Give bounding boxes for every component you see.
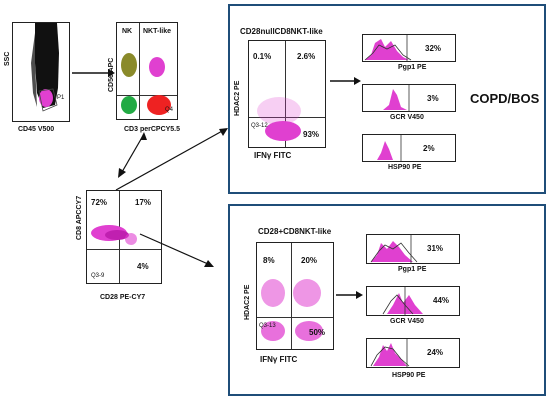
cd56-axis-label: CD56 APC <box>108 57 115 92</box>
top-hdac2-axis-label: HDAC2 PE <box>234 80 241 116</box>
bottom-q-lr: 50% <box>309 328 326 337</box>
top-q-ur: 2.6% <box>297 52 316 61</box>
q4-tag: Q4 <box>165 107 174 113</box>
top-hist-pgp1: 32% <box>362 34 456 62</box>
arrow-gate-1 <box>72 69 115 77</box>
cd8-cd28-plot: 72% 17% 4% Q3-9 <box>86 190 162 284</box>
ssc-cd45-plot: P1 <box>12 22 70 122</box>
bottom-hdac2-ifng-plot: 8% 20% 50% Q3-13 <box>256 242 334 350</box>
cd8-q-lr: 4% <box>137 262 149 271</box>
bottom-hist-hsp90: 24% <box>366 338 460 368</box>
top-q-ll-tag: Q3-12 <box>251 123 268 129</box>
top-hist-pgp1-label: Pgp1 PE <box>398 64 427 71</box>
top-panel-cd28null: CD28nullCD8NKT-like HDAC2 PE 0.1% 2.6% 9… <box>228 4 546 194</box>
nktlike-gate-label: NKT-like <box>143 28 172 35</box>
bottom-hdac2-scatter <box>261 279 323 341</box>
p1-gate-label: P1 <box>57 95 65 101</box>
bottom-panel-title: CD28+CD8NKT-like <box>258 227 332 236</box>
cd8-cd28-scatter <box>91 225 137 245</box>
arrow-gate-2 <box>118 132 147 178</box>
bottom-panel-cd28pos: CD28+CD8NKT-like HDAC2 PE 8% 20% 50% Q3-… <box>228 204 546 396</box>
bottom-q-ul: 8% <box>263 256 275 265</box>
cd56-cd3-plot: NK NKT-like Q4 <box>116 22 178 120</box>
ssc-cd45-scatter <box>31 23 59 112</box>
cd56-cd3-scatter <box>121 53 171 115</box>
bottom-hdac2-axis-label: HDAC2 PE <box>244 284 251 320</box>
top-hist-gcr: 3% <box>362 84 456 112</box>
bottom-q-ur: 20% <box>301 256 318 265</box>
bottom-arrow-hist <box>336 291 363 299</box>
bottom-q-ll-tag: Q3-13 <box>259 323 276 329</box>
cd8-q-ur: 17% <box>135 198 152 207</box>
top-q-ul: 0.1% <box>253 52 272 61</box>
cd3-axis-label: CD3 perCPCY5.5 <box>124 126 181 133</box>
cd8-q-ul: 72% <box>91 198 108 207</box>
top-hist-gcr-pct: 3% <box>427 94 439 103</box>
cd8-axis-label: CD8 APCCY7 <box>76 195 83 240</box>
top-q-lr: 93% <box>303 130 320 139</box>
bottom-hist-pgp1: 31% <box>366 234 460 264</box>
copd-bos-label: COPD/BOS <box>470 91 540 106</box>
cd8-q-ll-tag: Q3-9 <box>91 273 105 279</box>
bottom-hist-hsp90-pct: 24% <box>427 348 444 357</box>
top-hist-pgp1-pct: 32% <box>425 44 442 53</box>
cd28-axis-label: CD28 PE-CY7 <box>100 294 146 301</box>
ssc-axis-label: SSC <box>4 51 11 66</box>
bottom-hist-gcr-label: GCR V450 <box>390 318 424 325</box>
bottom-ifng-axis-label: IFNγ FITC <box>260 355 298 364</box>
top-ifng-axis-label: IFNγ FITC <box>254 151 292 160</box>
top-hdac2-scatter <box>257 97 301 141</box>
top-arrow-hist <box>330 77 361 85</box>
nk-gate-label: NK <box>122 28 133 35</box>
bottom-hist-gcr: 44% <box>366 286 460 316</box>
top-panel-title: CD28nullCD8NKT-like <box>240 27 323 36</box>
cd45-axis-label: CD45 V500 <box>18 126 55 133</box>
top-hist-hsp90-pct: 2% <box>423 144 435 153</box>
top-hdac2-ifng-plot: 0.1% 2.6% 93% Q3-12 <box>248 40 326 148</box>
bottom-hist-pgp1-label: Pgp1 PE <box>398 266 427 273</box>
top-hist-gcr-label: GCR V450 <box>390 114 424 121</box>
bottom-hist-pgp1-pct: 31% <box>427 244 444 253</box>
arrow-to-top-panel <box>115 128 228 191</box>
arrow-to-bottom-panel <box>139 233 214 267</box>
top-hist-hsp90-label: HSP90 PE <box>388 164 422 171</box>
bottom-hist-hsp90-label: HSP90 PE <box>392 372 426 379</box>
top-hist-hsp90: 2% <box>362 134 456 162</box>
bottom-hist-gcr-pct: 44% <box>433 296 450 305</box>
